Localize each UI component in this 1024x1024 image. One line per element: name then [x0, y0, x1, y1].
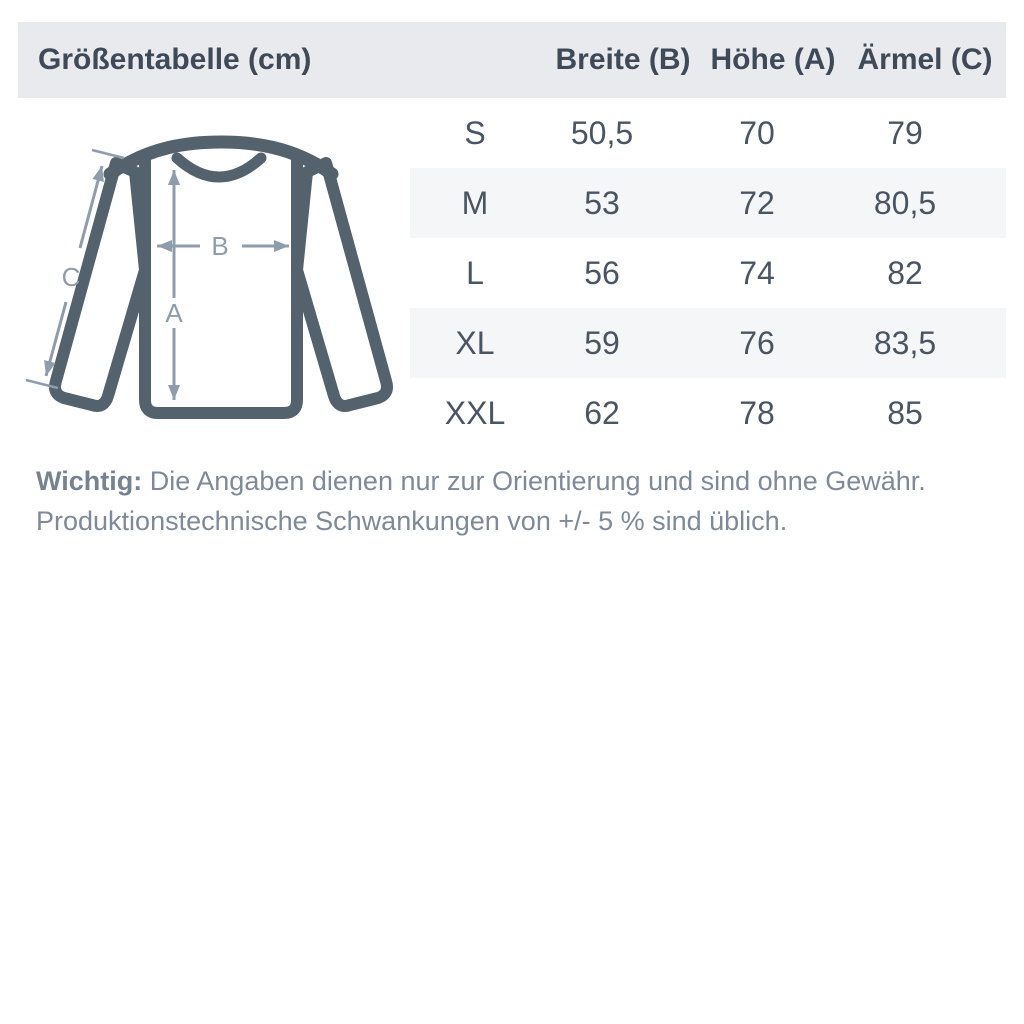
right-sleeve [291, 157, 393, 412]
sweater-measurement-diagram: A B C [25, 135, 393, 419]
table-row-s: S 50,5 70 79 [410, 98, 1006, 168]
breite-value: 59 [584, 325, 620, 361]
size-label: L [466, 255, 484, 291]
column-header-aermel: Ärmel (C) [857, 43, 993, 76]
breite-value: 56 [584, 255, 620, 291]
aermel-value: 83,5 [873, 325, 937, 361]
sweater-shoulder-line [103, 135, 339, 181]
disclaimer-line1: Die Angaben dienen nur zur Orientierung … [149, 466, 926, 496]
disclaimer-bold-label: Wichtig: [36, 466, 143, 496]
size-label: M [461, 185, 489, 221]
table-row-m: M 53 72 80,5 [410, 168, 1006, 238]
column-header-breite: Breite (B) [555, 43, 691, 76]
breite-value: 53 [584, 185, 620, 221]
sweater-collar [171, 152, 267, 183]
aermel-value: 79 [887, 115, 923, 151]
hoehe-value: 72 [739, 185, 775, 221]
tick-c-top [91, 148, 125, 160]
arrow-c-down [44, 301, 68, 377]
tick-c-bottom [25, 378, 59, 390]
sweater-body [139, 155, 303, 419]
size-chart-title: Größentabelle (cm) [38, 43, 312, 76]
label-b: B [211, 231, 228, 261]
measurement-labels: A B C [62, 231, 229, 328]
disclaimer-line2: Produktionstechnische Schwankungen von +… [36, 506, 788, 536]
column-header-hoehe: Höhe (A) [710, 43, 836, 76]
size-label: S [464, 115, 486, 151]
aermel-value: 80,5 [873, 185, 937, 221]
size-table: S 50,5 70 79 M 53 72 80,5 L 56 74 82 XL … [410, 98, 1006, 448]
breite-value: 62 [584, 395, 620, 431]
sweater-sleeves [49, 157, 393, 412]
label-a: A [165, 298, 183, 328]
arrow-c-up [78, 165, 104, 249]
label-c: C [62, 262, 81, 292]
table-row-xl: XL 59 76 83,5 [410, 308, 1006, 378]
breite-value: 50,5 [570, 115, 634, 151]
size-label: XXL [444, 395, 506, 431]
aermel-value: 85 [887, 395, 923, 431]
measurement-arrows [25, 148, 289, 400]
size-chart-header-bar: Größentabelle (cm) Breite (B) Höhe (A) Ä… [18, 22, 1006, 98]
table-row-l: L 56 74 82 [410, 238, 1006, 308]
disclaimer-note: Wichtig: Die Angaben dienen nur zur Orie… [36, 461, 996, 541]
hoehe-value: 76 [739, 325, 775, 361]
size-label: XL [455, 325, 495, 361]
table-row-xxl: XXL 62 78 85 [410, 378, 1006, 448]
hoehe-value: 74 [739, 255, 775, 291]
hoehe-value: 78 [739, 395, 775, 431]
aermel-value: 82 [887, 255, 923, 291]
hoehe-value: 70 [739, 115, 775, 151]
